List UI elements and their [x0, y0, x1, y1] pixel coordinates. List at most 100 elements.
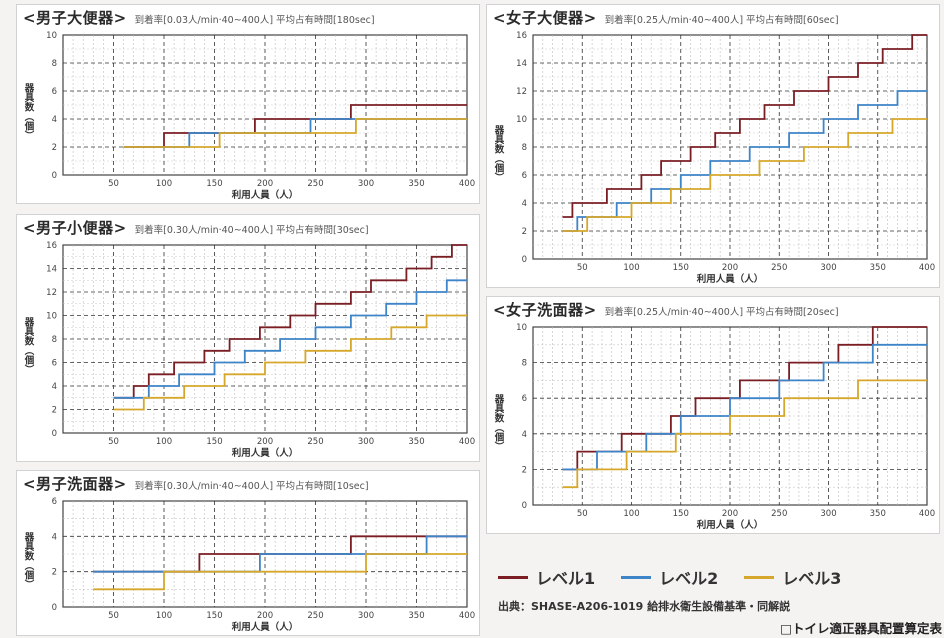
legend-swatch [498, 575, 528, 579]
chart-title: <女子洗面器> [493, 301, 597, 319]
legend-swatch [621, 575, 652, 579]
x-tick-label: 400 [459, 611, 475, 621]
x-tick-label: 50 [577, 509, 588, 519]
x-tick-label: 250 [771, 509, 787, 519]
chart-title: <男子洗面器> [23, 475, 127, 493]
x-tick-label: 400 [919, 509, 935, 519]
x-tick-label: 300 [358, 437, 374, 447]
x-axis-label: 利用人員（人） [696, 273, 764, 285]
chart-params: 到着率[0.30人/min·40~400人] 平均占有時間[10sec] [134, 481, 369, 492]
y-tick-label: 12 [516, 87, 527, 97]
y-tick-label: 4 [522, 430, 527, 440]
series-line [113, 244, 467, 399]
legend: レベル1 レベル2 レベル3 [498, 566, 938, 588]
y-tick-label: 8 [52, 335, 57, 345]
y-tick-label: 8 [522, 143, 527, 153]
y-tick-label: 10 [46, 31, 57, 41]
x-tick-label: 250 [307, 437, 323, 447]
x-tick-label: 50 [108, 437, 119, 447]
chart-title: <女子大便器> [493, 9, 597, 27]
legend-label: レベル1 [536, 569, 596, 588]
x-tick-label: 350 [408, 611, 424, 621]
x-axis-label: 利用人員（人） [231, 189, 299, 201]
legend-item-level2: レベル2 [621, 565, 718, 589]
y-tick-label: 0 [52, 171, 57, 181]
y-tick-label: 2 [52, 406, 57, 416]
x-tick-label: 150 [673, 509, 689, 519]
footer-title: □トイレ適正器具配置算定表 [780, 621, 942, 636]
x-tick-label: 50 [108, 611, 119, 621]
series-line [562, 90, 927, 232]
x-axis-label: 利用人員（人） [696, 519, 764, 531]
x-tick-label: 200 [257, 437, 273, 447]
x-tick-label: 150 [206, 611, 222, 621]
y-tick-label: 4 [52, 382, 57, 392]
x-tick-label: 150 [673, 263, 689, 273]
series-line [562, 343, 927, 471]
x-tick-label: 150 [206, 437, 222, 447]
legend-swatch [744, 575, 775, 579]
series-line [123, 104, 467, 148]
x-axis-label: 利用人員（人） [231, 621, 299, 633]
x-tick-label: 300 [820, 263, 836, 273]
y-tick-label: 0 [522, 501, 527, 511]
y-tick-label: 4 [52, 532, 57, 542]
series-line [113, 279, 467, 399]
y-tick-label: 16 [516, 31, 527, 41]
chart-params: 到着率[0.25人/min·40~400人] 平均占有時間[60sec] [604, 15, 839, 26]
chart-params: 到着率[0.30人/min·40~400人] 平均占有時間[30sec] [134, 225, 369, 236]
y-tick-label: 6 [522, 171, 527, 181]
legend-label: レベル2 [659, 569, 719, 588]
chart-panel-male-toilet: <男子大便器> 到着率[0.03人/min·40~400人] 平均占有時間[18… [16, 4, 480, 204]
legend-item-level3: レベル3 [744, 565, 841, 589]
x-tick-label: 250 [307, 611, 323, 621]
x-tick-label: 350 [408, 179, 424, 189]
source-note: 出典：SHASE-A206-1019 給排水衛生設備基準・同解説 [498, 600, 791, 613]
x-tick-label: 100 [156, 611, 172, 621]
chart-svg: 50 100 150 200 250 300 350 400 0 2 4 6 8 10 12 14 16 利用人員… [493, 31, 936, 285]
x-tick-label: 100 [623, 263, 639, 273]
y-axis-label: 器具数（個） [23, 83, 36, 140]
x-tick-label: 200 [722, 509, 738, 519]
x-tick-label: 250 [307, 179, 323, 189]
chart-panel-male-washbasin: <男子洗面器> 到着率[0.30人/min·40~400人] 平均占有時間[10… [16, 470, 480, 636]
x-tick-label: 150 [206, 179, 222, 189]
y-tick-label: 6 [52, 87, 57, 97]
x-tick-label: 300 [358, 179, 374, 189]
x-tick-label: 300 [820, 509, 836, 519]
y-tick-label: 2 [522, 465, 527, 475]
series-line [562, 118, 927, 232]
chart-svg: 50 100 150 200 250 300 350 400 0 2 4 6 利用人員（人） 器具数（個） [23, 497, 476, 633]
x-tick-label: 400 [459, 437, 475, 447]
y-axis-label: 器具数（個） [493, 394, 506, 451]
x-tick-label: 250 [771, 263, 787, 273]
y-tick-label: 0 [522, 255, 527, 265]
y-tick-label: 8 [52, 59, 57, 69]
x-tick-label: 100 [623, 509, 639, 519]
y-tick-label: 10 [46, 312, 57, 322]
y-tick-label: 10 [516, 323, 527, 333]
y-tick-label: 0 [52, 603, 57, 613]
y-tick-label: 8 [522, 359, 527, 369]
legend-label: レベル3 [782, 569, 842, 588]
x-tick-label: 200 [257, 611, 273, 621]
y-tick-label: 16 [46, 241, 57, 251]
x-tick-label: 350 [408, 437, 424, 447]
y-tick-label: 2 [522, 227, 527, 237]
chart-params: 到着率[0.25人/min·40~400人] 平均占有時間[20sec] [604, 307, 839, 318]
y-axis-label: 器具数（個） [23, 317, 36, 374]
chart-panel-female-toilet: <女子大便器> 到着率[0.25人/min·40~400人] 平均占有時間[60… [486, 4, 940, 288]
y-tick-label: 4 [52, 115, 57, 125]
series-line [93, 553, 467, 591]
x-tick-label: 350 [870, 509, 886, 519]
y-tick-label: 2 [52, 568, 57, 578]
chart-title: <男子大便器> [23, 9, 127, 27]
x-axis-label: 利用人員（人） [231, 447, 299, 459]
x-tick-label: 400 [459, 179, 475, 189]
y-tick-label: 0 [52, 429, 57, 439]
y-tick-label: 12 [46, 288, 57, 298]
y-tick-label: 14 [46, 265, 57, 275]
legend-item-level1: レベル1 [498, 565, 595, 589]
x-tick-label: 200 [257, 179, 273, 189]
x-tick-label: 50 [108, 179, 119, 189]
